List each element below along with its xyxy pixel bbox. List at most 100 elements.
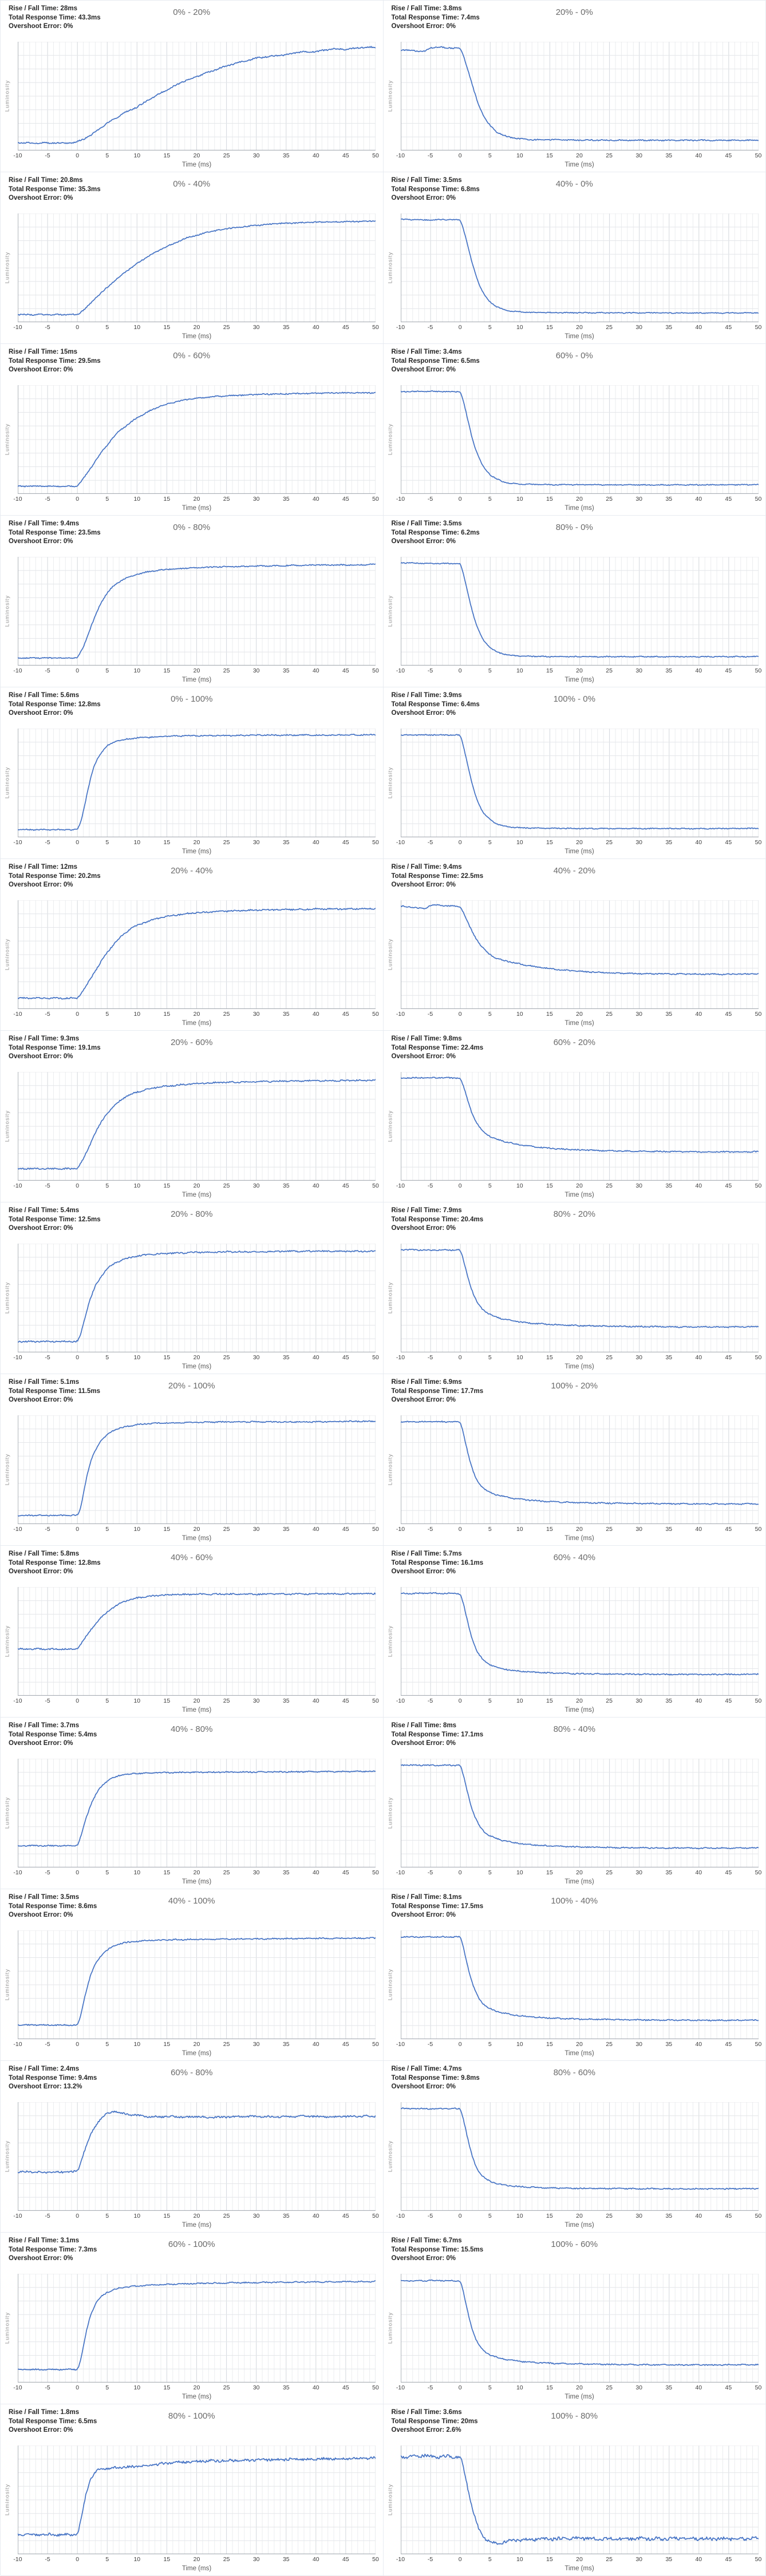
x-tick-label: 35 [660, 1354, 677, 1361]
x-tick-label: 25 [601, 152, 618, 159]
x-tick-label: 20 [188, 2041, 206, 2048]
rise-fall-time-line: Rise / Fall Time: 3.5ms [392, 176, 480, 185]
x-tick-label: 5 [481, 1869, 499, 1876]
y-axis-label: Luminosity [5, 1619, 12, 1664]
x-tick-label: 50 [750, 1526, 766, 1533]
plot-area [401, 1415, 759, 1524]
x-tick-label: -10 [392, 1011, 409, 1018]
x-tick-label: 5 [481, 2213, 499, 2219]
x-axis-title: Time (ms) [401, 505, 759, 512]
stat-label: Total Response Time: [9, 2246, 78, 2253]
x-tick-label: 15 [541, 1354, 558, 1361]
overshoot-error-line: Overshoot Error: 2.6% [392, 2426, 478, 2435]
stat-value: 16.1ms [461, 1560, 483, 1566]
total-response-time-line: Total Response Time: 6.5ms [392, 357, 480, 366]
x-tick-label: -10 [9, 2213, 26, 2219]
x-tick-label: 15 [541, 667, 558, 674]
plot-area [401, 1244, 759, 1352]
stat-value: 9.8ms [461, 2075, 480, 2082]
x-tick-label: 25 [601, 496, 618, 502]
x-tick-label: 5 [98, 1697, 116, 1704]
stat-value: 43.3ms [78, 14, 101, 21]
stat-value: 0% [64, 1912, 73, 1918]
x-tick-label: 20 [188, 2213, 206, 2219]
stat-value: 0% [64, 2427, 73, 2433]
x-tick-label: 20 [571, 1869, 588, 1876]
x-tick-label: 15 [158, 2041, 175, 2048]
overshoot-error-line: Overshoot Error: 0% [392, 709, 480, 718]
x-tick-label: -5 [39, 1869, 56, 1876]
x-tick-label: 15 [541, 2041, 558, 2048]
stat-value: 0% [64, 195, 73, 201]
plot-area [401, 729, 759, 837]
x-tick-label: 25 [601, 2213, 618, 2219]
rise-fall-time-line: Rise / Fall Time: 28ms [9, 5, 101, 14]
x-tick-label: 10 [511, 1182, 528, 1189]
x-tick-label: 50 [750, 496, 766, 502]
x-tick-label: -5 [422, 667, 439, 674]
x-tick-label: 0 [69, 152, 86, 159]
x-tick-label: 5 [98, 1526, 116, 1533]
x-tick-label: 35 [278, 1697, 295, 1704]
x-tick-label: 30 [248, 1011, 265, 1018]
rise-fall-time-line: Rise / Fall Time: 4.7ms [392, 2065, 480, 2074]
rise-fall-time-line: Rise / Fall Time: 20.8ms [9, 176, 101, 185]
x-tick-label: 50 [367, 496, 384, 502]
x-tick-label: 10 [511, 2556, 528, 2563]
x-tick-label: 40 [307, 667, 325, 674]
overshoot-error-line: Overshoot Error: 0% [392, 366, 480, 375]
x-tick-label: 10 [128, 2213, 145, 2219]
x-tick-label: -5 [422, 152, 439, 159]
x-tick-label: 30 [630, 496, 647, 502]
total-response-time-line: Total Response Time: 17.1ms [392, 1731, 484, 1740]
stat-value: 29.5ms [78, 358, 101, 365]
stat-label: Rise / Fall Time: [9, 1894, 61, 1901]
x-tick-label: -10 [9, 667, 26, 674]
x-tick-label: 15 [541, 1526, 558, 1533]
x-tick-label: 15 [158, 1354, 175, 1361]
stat-value: 7.9ms [443, 1207, 462, 1214]
x-tick-label: -5 [422, 2041, 439, 2048]
x-tick-label: 45 [720, 839, 737, 846]
x-tick-label: 0 [69, 1869, 86, 1876]
x-tick-label: -5 [422, 2384, 439, 2391]
x-tick-label: 0 [69, 1011, 86, 1018]
x-axis-title: Time (ms) [18, 1363, 376, 1370]
x-tick-label: 20 [571, 2213, 588, 2219]
stat-value: 0% [446, 366, 456, 373]
x-tick-label: 15 [158, 496, 175, 502]
x-tick-label: 35 [278, 1869, 295, 1876]
stat-value: 0% [446, 1740, 456, 1747]
x-tick-label: 30 [630, 2556, 647, 2563]
x-axis-title: Time (ms) [18, 2222, 376, 2229]
x-tick-label: -5 [39, 2041, 56, 2048]
stat-value: 0% [446, 1225, 456, 1232]
x-tick-label: 45 [337, 152, 354, 159]
stat-label: Rise / Fall Time: [9, 2409, 61, 2416]
x-tick-label: 0 [69, 496, 86, 502]
x-tick-label: 50 [750, 1869, 766, 1876]
x-tick-label: 35 [660, 2556, 677, 2563]
x-tick-label: 45 [337, 1011, 354, 1018]
stat-label: Total Response Time: [9, 186, 78, 193]
x-tick-label: 50 [367, 667, 384, 674]
x-tick-label: 25 [218, 1354, 235, 1361]
total-response-time-line: Total Response Time: 22.5ms [392, 872, 484, 881]
x-tick-label: 30 [248, 2213, 265, 2219]
x-tick-label: 45 [720, 1869, 737, 1876]
x-tick-label: 50 [750, 2556, 766, 2563]
overshoot-error-line: Overshoot Error: 0% [9, 1911, 97, 1920]
